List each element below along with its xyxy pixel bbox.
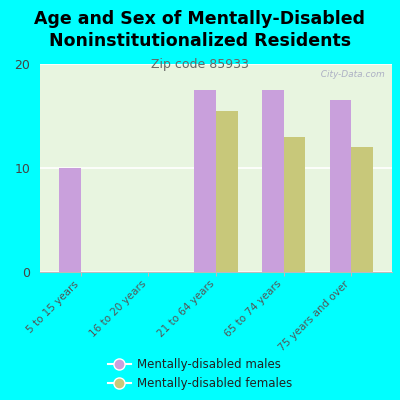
Bar <box>330 100 351 272</box>
Text: Zip code 85933: Zip code 85933 <box>151 58 249 71</box>
Text: Age and Sex of Mentally-Disabled
Noninstitutionalized Residents: Age and Sex of Mentally-Disabled Noninst… <box>34 10 366 50</box>
Bar <box>284 137 305 272</box>
Bar <box>216 111 238 272</box>
Bar <box>351 147 373 272</box>
Text: City-Data.com: City-Data.com <box>315 70 385 79</box>
Legend: Mentally-disabled males, Mentally-disabled females: Mentally-disabled males, Mentally-disabl… <box>108 358 292 390</box>
Bar <box>59 168 81 272</box>
Bar <box>262 90 284 272</box>
Bar <box>194 90 216 272</box>
